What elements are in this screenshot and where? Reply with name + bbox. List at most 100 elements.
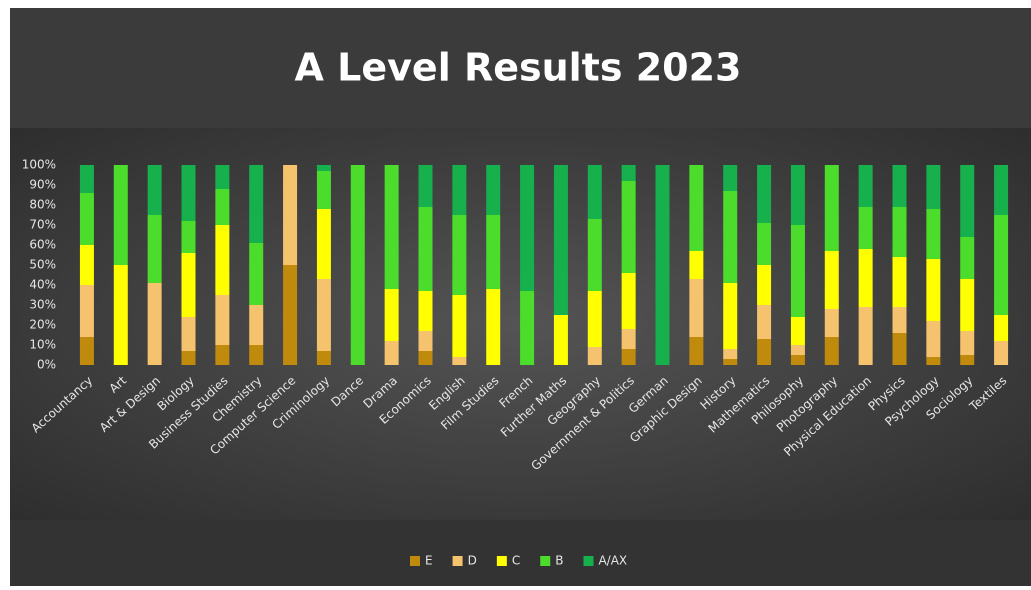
bar-segment bbox=[892, 207, 907, 257]
bar-segment bbox=[418, 351, 433, 365]
bar-segment bbox=[994, 315, 1009, 341]
bar-segment bbox=[892, 165, 907, 207]
legend-swatch bbox=[540, 556, 551, 566]
bar-segment bbox=[723, 191, 738, 283]
chart-title: A Level Results 2023 bbox=[295, 46, 742, 90]
bar-segment bbox=[79, 245, 94, 285]
bar-segment bbox=[113, 265, 128, 365]
bar-segment bbox=[587, 291, 602, 347]
bar-segment bbox=[790, 345, 805, 355]
bar-segment bbox=[790, 165, 805, 225]
bar-segment bbox=[960, 355, 975, 365]
bar-segment bbox=[994, 341, 1009, 365]
bar-segment bbox=[926, 209, 941, 259]
legend-bar bbox=[10, 520, 1031, 586]
legend-swatch bbox=[452, 556, 463, 566]
y-tick-label: 80% bbox=[29, 198, 56, 212]
bar-segment bbox=[418, 331, 433, 351]
bar-segment bbox=[858, 307, 873, 365]
bar-segment bbox=[486, 215, 501, 289]
bar-segment bbox=[790, 355, 805, 365]
bar-segment bbox=[689, 165, 704, 251]
bar-segment bbox=[452, 357, 467, 365]
bar-segment bbox=[926, 259, 941, 321]
bar-segment bbox=[452, 295, 467, 357]
bar-segment bbox=[723, 359, 738, 365]
bar-segment bbox=[79, 337, 94, 365]
bar-segment bbox=[384, 341, 399, 365]
y-tick-label: 10% bbox=[29, 338, 56, 352]
bar-segment bbox=[757, 165, 772, 223]
bar-segment bbox=[960, 279, 975, 331]
bar-segment bbox=[757, 339, 772, 365]
bar-segment bbox=[350, 165, 365, 365]
bar-segment bbox=[926, 165, 941, 209]
bar-segment bbox=[960, 237, 975, 279]
bar-segment bbox=[520, 291, 535, 365]
bar-segment bbox=[587, 347, 602, 365]
bar-segment bbox=[689, 337, 704, 365]
bar-segment bbox=[283, 165, 298, 265]
bar-segment bbox=[486, 289, 501, 365]
bar-segment bbox=[181, 317, 196, 351]
bar-segment bbox=[215, 189, 230, 225]
bar-segment bbox=[858, 165, 873, 207]
bar-segment bbox=[757, 265, 772, 305]
y-tick-label: 30% bbox=[29, 298, 56, 312]
bar-segment bbox=[960, 165, 975, 237]
bar-segment bbox=[181, 253, 196, 317]
bar-segment bbox=[621, 349, 636, 365]
y-tick-label: 20% bbox=[29, 318, 56, 332]
bar-segment bbox=[215, 165, 230, 189]
legend-swatch bbox=[496, 556, 507, 566]
bar-segment bbox=[316, 171, 331, 209]
bar-segment bbox=[486, 165, 501, 215]
bar-segment bbox=[113, 165, 128, 265]
bar-segment bbox=[824, 251, 839, 309]
bar-segment bbox=[790, 317, 805, 345]
y-tick-label: 90% bbox=[29, 178, 56, 192]
bar-segment bbox=[824, 309, 839, 337]
y-tick-label: 70% bbox=[29, 218, 56, 232]
bar-segment bbox=[215, 345, 230, 365]
bar-segment bbox=[316, 209, 331, 279]
bar-segment bbox=[892, 307, 907, 333]
bar-segment bbox=[215, 295, 230, 345]
bar-segment bbox=[79, 285, 94, 337]
bar-segment bbox=[418, 291, 433, 331]
y-tick-label: 40% bbox=[29, 278, 56, 292]
bar-segment bbox=[858, 207, 873, 249]
bar-segment bbox=[418, 165, 433, 207]
bar-segment bbox=[249, 165, 264, 243]
bar-segment bbox=[181, 351, 196, 365]
bar-segment bbox=[723, 349, 738, 359]
legend-swatch bbox=[583, 556, 594, 566]
bar-segment bbox=[689, 251, 704, 279]
legend-label: E bbox=[425, 554, 433, 568]
y-tick-label: 0% bbox=[37, 358, 56, 372]
bar-segment bbox=[757, 223, 772, 265]
bar-segment bbox=[858, 249, 873, 307]
bar-segment bbox=[689, 279, 704, 337]
bar-segment bbox=[79, 193, 94, 245]
bar-segment bbox=[824, 165, 839, 251]
bar-segment bbox=[621, 181, 636, 273]
bar-segment bbox=[181, 165, 196, 221]
bar-segment bbox=[452, 215, 467, 295]
bar-segment bbox=[249, 305, 264, 345]
bar-segment bbox=[790, 225, 805, 317]
legend-label: C bbox=[512, 554, 520, 568]
bar-segment bbox=[960, 331, 975, 355]
bar-segment bbox=[452, 165, 467, 215]
bar-segment bbox=[316, 351, 331, 365]
legend-label: B bbox=[555, 554, 563, 568]
bar-segment bbox=[181, 221, 196, 253]
bar-segment bbox=[621, 273, 636, 329]
bar-segment bbox=[283, 265, 298, 365]
bar-segment bbox=[994, 215, 1009, 315]
bar-segment bbox=[926, 321, 941, 357]
y-tick-label: 50% bbox=[29, 258, 56, 272]
bar-segment bbox=[215, 225, 230, 295]
